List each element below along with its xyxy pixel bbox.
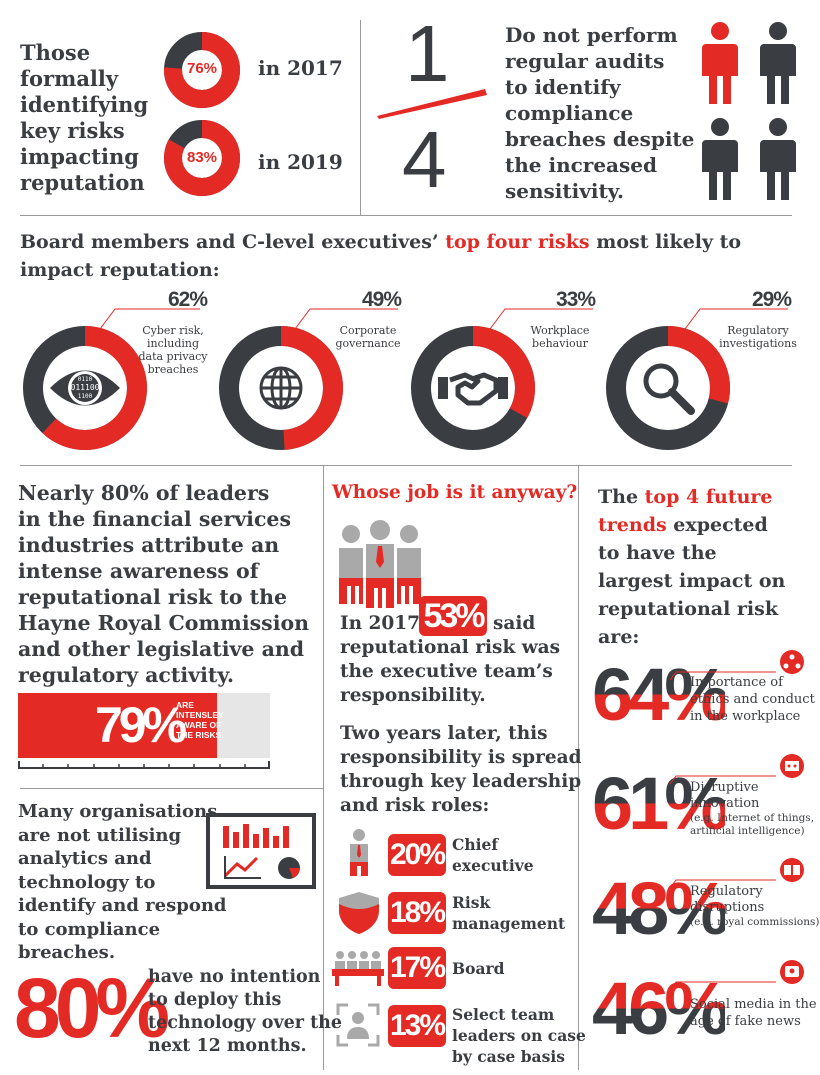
trend-label-innovation: Disruptive innovation (e.g. Internet of …	[690, 780, 815, 837]
top-risks-heading: Board members and C-level executives’ to…	[20, 231, 742, 281]
trend-sub-innovation: (e.g. Internet of things, artificial inte…	[690, 812, 815, 837]
leaders-text: Nearly 80% of leaders in the financial s…	[18, 481, 310, 687]
divider-2	[20, 465, 792, 466]
risk-leader-regulatory	[681, 308, 788, 334]
svg-text:1100: 1100	[78, 393, 93, 400]
svg-text:011100: 011100	[71, 383, 100, 392]
fraction-denominator: 4	[402, 115, 447, 204]
analytics-big-pct: 80%	[14, 961, 170, 1055]
divider-col-1	[323, 465, 324, 1070]
role-badge-board: 17%	[388, 947, 446, 989]
risk-donut-governance	[219, 326, 343, 450]
risk-leader-governance	[291, 308, 398, 334]
divider-1	[20, 215, 792, 216]
social-media-icon	[669, 960, 804, 991]
eye-binary-icon: 0110 011100 1100	[50, 370, 120, 406]
trend-pct-innovation: 61%	[592, 762, 730, 845]
trends-heading: The top 4 future trends expected to have…	[598, 486, 786, 648]
risk-donut-workplace	[411, 326, 535, 450]
analytics-dashboard-icon	[206, 813, 316, 889]
two-years-text: Two years later, this responsibility is …	[340, 723, 582, 816]
divider-col-2	[578, 465, 579, 1070]
awareness-bar-label: ARE INTENSLEY AWARE OF THE RISKS.	[176, 700, 224, 740]
executive-team-icon	[339, 520, 421, 608]
people-one-in-four-icon	[702, 22, 796, 200]
whose-job-said: said	[493, 613, 536, 634]
audits-text: Do not perform regular audits to identif…	[505, 23, 695, 203]
people-network-icon	[669, 650, 804, 681]
board-icon	[332, 951, 384, 986]
book-icon	[669, 858, 804, 889]
role-label-ceo: Chief executive	[452, 835, 534, 875]
divider-top	[360, 20, 361, 215]
fraction-slash	[377, 89, 487, 119]
whose-job-heading: Whose job is it anyway?	[332, 482, 578, 503]
robot-icon	[669, 754, 804, 785]
analytics-text: Many organisations are not utilising ana…	[18, 801, 227, 963]
risk-pct-cyber: 62%	[168, 288, 208, 311]
awareness-bar-pct: 79%	[95, 697, 187, 753]
donut-2017	[164, 32, 240, 108]
year-2019: in 2019	[258, 150, 343, 174]
role-badge-risk: 18%	[388, 892, 446, 934]
handshake-icon	[438, 372, 508, 406]
risk-leader-workplace	[486, 308, 593, 334]
risk-label-cyber: Cyber risk, including data privacy breac…	[138, 324, 208, 376]
trend-pct-ethics: 64%	[592, 653, 730, 736]
identifying-risks-text: Those formally identifying key risks imp…	[20, 40, 149, 195]
risk-label-regulatory: Regulatory investigations	[719, 324, 797, 350]
whose-job-text: reputational risk was the executive team…	[340, 637, 561, 706]
executive-icon	[350, 829, 368, 876]
trend-pct-regulatory: 48%	[592, 867, 730, 950]
awareness-bar-ruler	[18, 761, 270, 769]
risk-pct-regulatory: 29%	[752, 288, 792, 311]
donut-2019-label: 83%	[186, 149, 218, 166]
risk-pct-governance: 49%	[362, 288, 402, 311]
trend-label-social: Social media in the age of fake news	[690, 997, 817, 1029]
risk-donut-cyber: 0110 011100 1100	[23, 326, 147, 450]
role-label-risk: Risk management	[452, 893, 566, 933]
team-leader-icon	[336, 1003, 380, 1047]
badge-53: 53%	[419, 596, 487, 636]
risk-pct-workplace: 33%	[556, 288, 596, 311]
awareness-bar-fill	[18, 693, 218, 758]
globe-icon	[259, 366, 303, 410]
svg-text:0110: 0110	[78, 376, 93, 383]
risk-label-governance: Corporate governance	[335, 324, 401, 350]
trend-label-regulatory: Regulatory disruptions (e.g. royal commi…	[690, 884, 820, 928]
trend-label-ethics: Importance of ethics and conduct in the …	[690, 675, 815, 724]
role-badge-ceo: 20%	[388, 834, 446, 876]
shield-icon	[339, 892, 379, 934]
role-label-board: Board	[452, 959, 505, 978]
donut-2017-label: 76%	[186, 60, 218, 77]
fraction-numerator: 1	[405, 9, 450, 98]
role-label-team: Select team leaders on case by case basi…	[452, 1005, 586, 1066]
year-2017: in 2017	[258, 56, 343, 80]
risk-label-workplace: Workplace behaviour	[530, 324, 590, 350]
divider-3	[20, 788, 323, 789]
whose-job-line1: In 2017,	[340, 613, 427, 634]
role-badge-team: 13%	[388, 1005, 446, 1047]
donut-2019	[164, 120, 240, 196]
risk-donut-regulatory	[606, 326, 730, 450]
analytics-note: have no intention to deploy this technol…	[148, 967, 343, 1056]
magnifier-icon	[643, 363, 695, 415]
risk-leader-cyber	[96, 308, 200, 334]
